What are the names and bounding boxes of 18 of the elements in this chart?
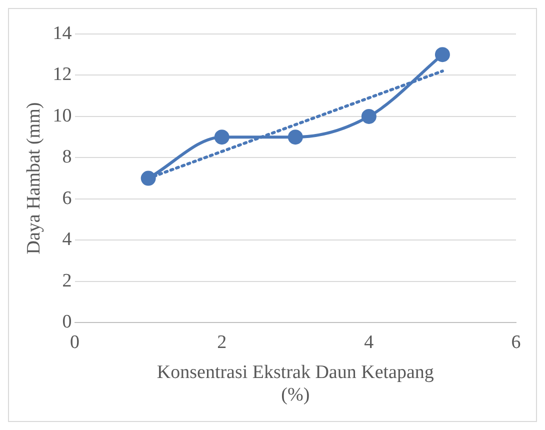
- point: [214, 130, 230, 145]
- point: [140, 170, 156, 186]
- point: [434, 47, 450, 62]
- y-tick-label: 14: [52, 22, 72, 44]
- y-tick-label: 2: [62, 270, 72, 292]
- x-tick-label: 6: [511, 332, 521, 353]
- x-tick-label: 4: [364, 332, 374, 353]
- y-tick-label: 4: [62, 229, 72, 250]
- x-axis-title: Konsentrasi Ekstrak Daun Ketapang (%): [156, 362, 434, 406]
- point: [288, 130, 303, 145]
- y-tick-label: 6: [62, 188, 72, 209]
- x-tick-label: 2: [217, 332, 227, 353]
- y-tick-label: 12: [52, 64, 72, 86]
- y-tick-label: 0: [62, 312, 72, 333]
- point: [361, 108, 376, 124]
- y-tick-label: 8: [62, 146, 72, 168]
- y-tick-label: 10: [52, 105, 72, 126]
- y-axis-title: Daya Hambat (mm): [23, 102, 44, 254]
